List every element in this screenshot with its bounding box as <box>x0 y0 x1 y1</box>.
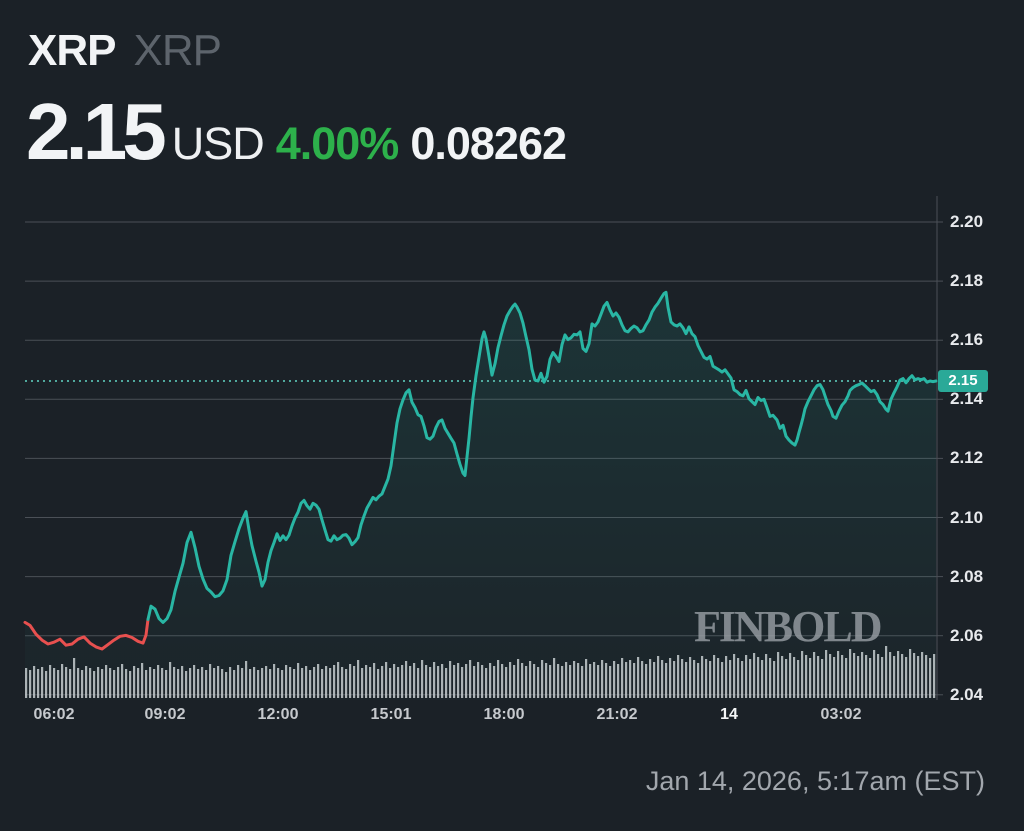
title-row: XRP XRP <box>28 26 222 76</box>
current-price-badge-label: 2.15 <box>948 372 978 390</box>
chart-timestamp: Jan 14, 2026, 5:17am (EST) <box>645 766 985 796</box>
price-line-up <box>146 290 938 624</box>
asset-symbol-secondary: XRP <box>133 26 221 75</box>
y-axis-label: 2.14 <box>950 389 984 409</box>
x-axis-label: 03:02 <box>820 706 862 723</box>
y-axis-label: 2.16 <box>950 330 984 350</box>
asset-symbol: XRP <box>28 26 116 75</box>
x-axis-label: 09:02 <box>144 706 186 723</box>
price-change-percent: 4.00% <box>275 118 400 169</box>
y-axis-label: 2.10 <box>950 507 984 527</box>
x-axis-label: 21:02 <box>596 706 638 723</box>
x-axis-label: 12:00 <box>257 706 299 723</box>
current-price: 2.15 <box>26 87 167 176</box>
price-line-down <box>23 617 150 651</box>
finbold-watermark: FINBOLD <box>694 602 882 651</box>
y-axis-label: 2.18 <box>950 271 984 291</box>
area-fill <box>25 292 936 700</box>
y-axis-label: 2.12 <box>950 448 984 468</box>
price-currency: USD <box>171 118 265 169</box>
x-axis-label: 06:02 <box>33 706 75 723</box>
y-axis-label: 2.06 <box>950 625 984 645</box>
current-price-badge: 2.15 <box>938 369 988 392</box>
price-row: 2.15 USD 4.00% 0.08262 <box>26 86 567 178</box>
y-axis-label: 2.20 <box>950 212 984 231</box>
x-axis-label: 14 <box>720 706 738 723</box>
x-axis-label: 15:01 <box>370 706 412 723</box>
x-axis-label: 18:00 <box>483 706 525 723</box>
y-axis-label: 2.04 <box>950 684 984 704</box>
price-change-absolute: 0.08262 <box>410 118 567 169</box>
y-axis-label: 2.08 <box>950 566 984 586</box>
